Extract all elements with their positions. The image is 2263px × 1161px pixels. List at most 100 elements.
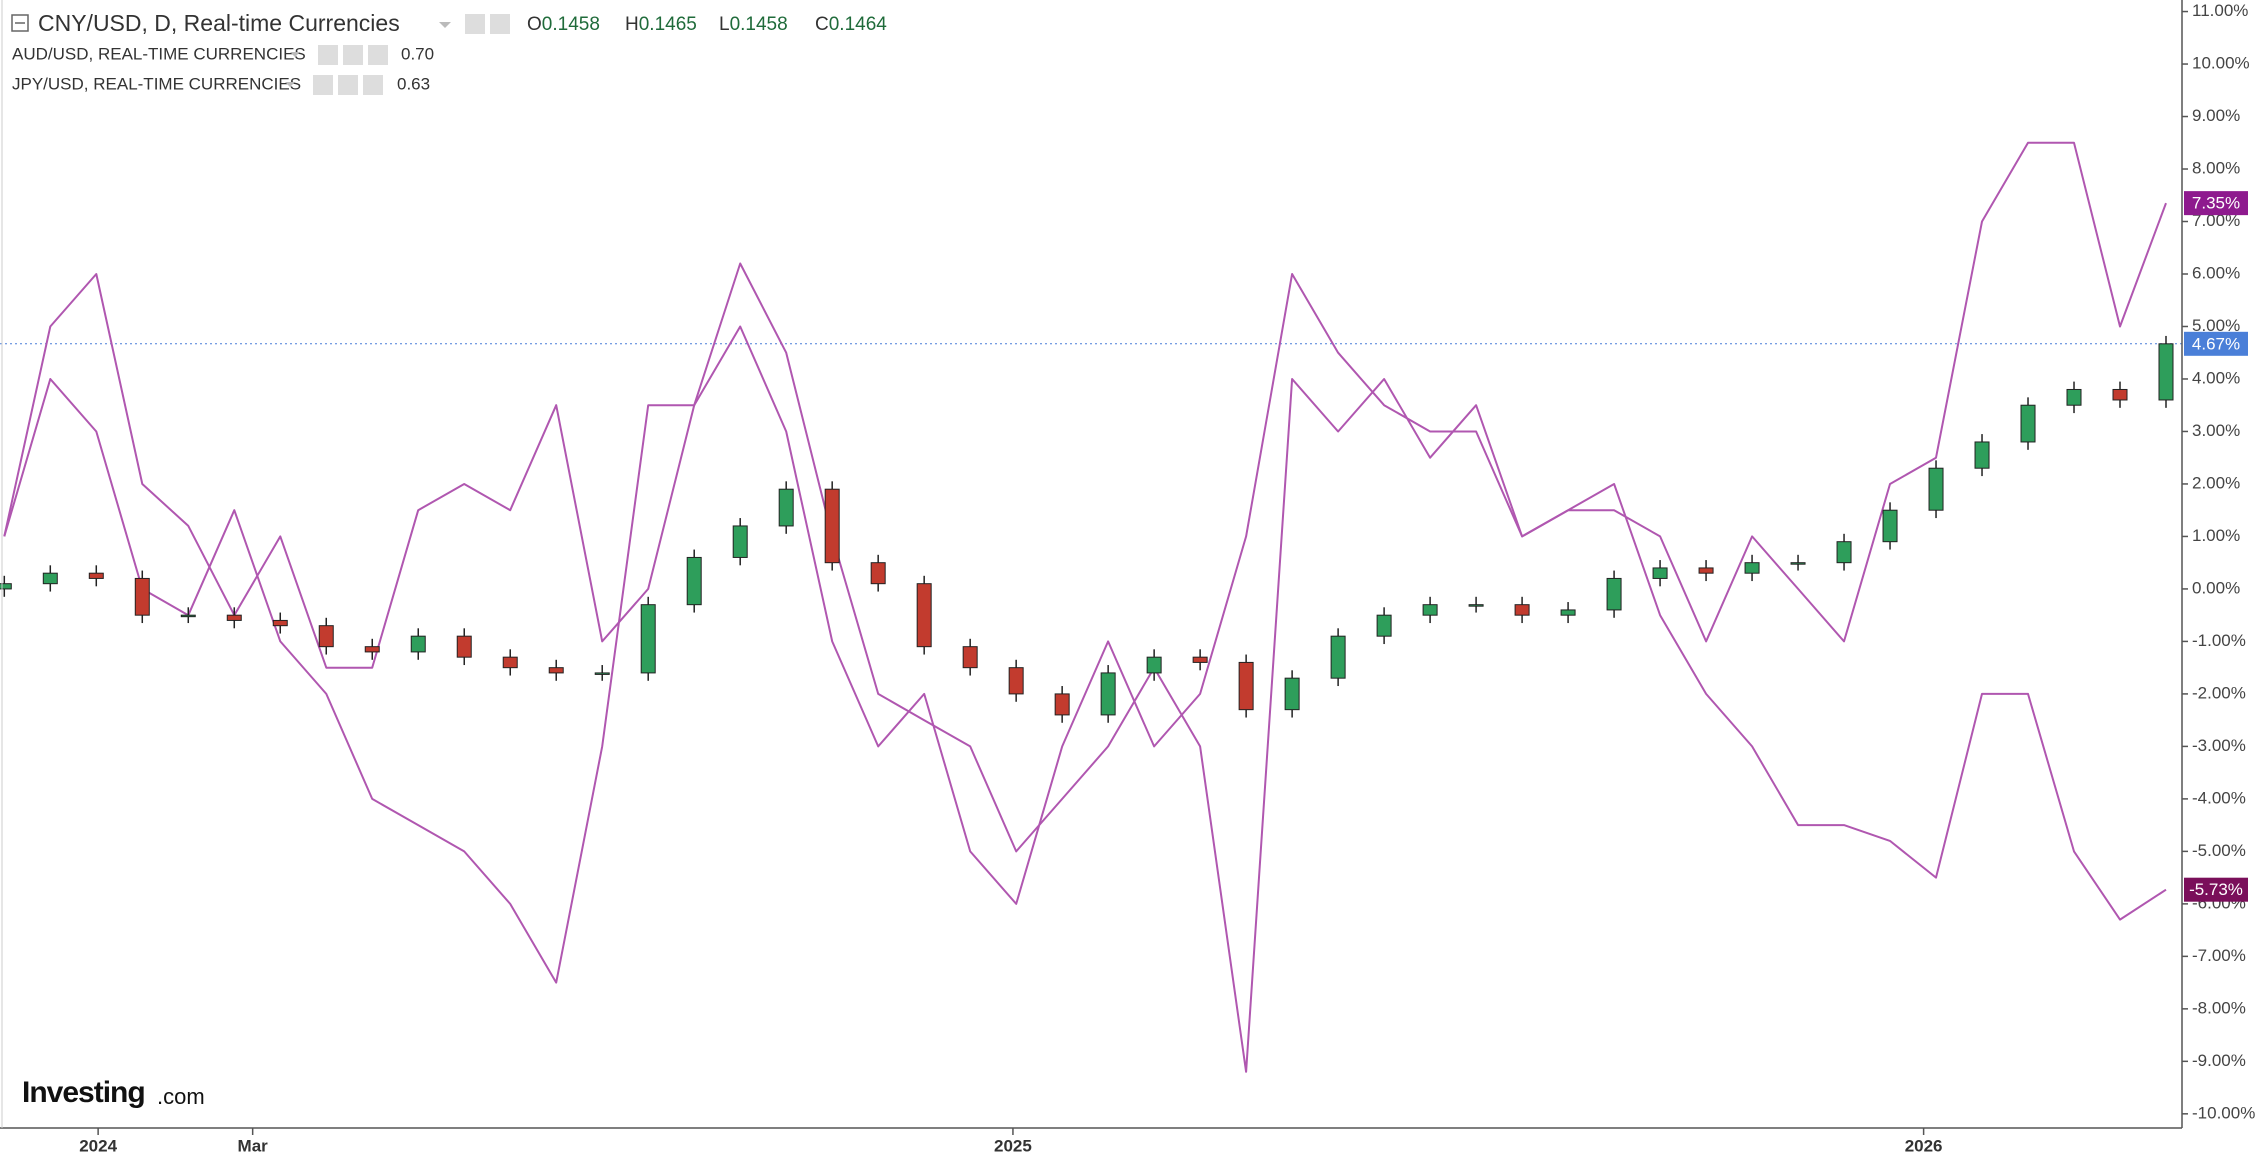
y-tick-label: -8.00% (2192, 998, 2246, 1017)
candle-body (548, 667, 564, 674)
header: CNY/USD, D, Real-time Currencies O0.1458… (11, 10, 888, 36)
y-tick-label: -3.00% (2192, 736, 2246, 755)
candle-body (2158, 343, 2174, 401)
candle-body (594, 672, 610, 675)
y-tick-label: 6.00% (2192, 263, 2240, 282)
legend-icon[interactable] (318, 45, 338, 65)
candle-body (410, 635, 426, 653)
collapse-icon[interactable] (11, 14, 29, 32)
legend-icon[interactable] (363, 75, 383, 95)
legend-label: JPY/USD, REAL-TIME CURRENCIES (12, 74, 301, 93)
candle-body (1560, 609, 1576, 616)
candle-body (42, 572, 58, 585)
ohlc-letter: L (719, 14, 730, 35)
y-tick-label: -5.00% (2192, 841, 2246, 860)
candle-body (364, 646, 380, 653)
y-tick-label: -7.00% (2192, 946, 2246, 965)
candle-body (2020, 404, 2036, 443)
x-tick-label: 2026 (1905, 1136, 1943, 1155)
ohlc-letter: C (815, 14, 829, 35)
last-value-badge (2184, 191, 2248, 216)
y-tick-label: -10.00% (2192, 1103, 2255, 1122)
y-tick-label: 9.00% (2192, 106, 2240, 125)
candle-body (318, 625, 334, 648)
y-tick-label: 1.00% (2192, 526, 2240, 545)
y-tick-label: 5.00% (2192, 316, 2240, 335)
candle-body (456, 635, 472, 658)
ohlc-value: 0.1464 (829, 14, 888, 35)
candle-body (1054, 693, 1070, 716)
y-tick-label: 2.00% (2192, 473, 2240, 492)
legend-icon[interactable] (338, 75, 358, 95)
y-tick-label: 10.00% (2192, 54, 2250, 73)
eye-icon[interactable] (465, 14, 485, 34)
candle-body (0, 583, 12, 590)
ohlc-letter: H (625, 14, 639, 35)
candle-body (1376, 614, 1392, 637)
candle-body (134, 577, 150, 616)
logo-main: Investing (22, 1076, 145, 1109)
candle-body (1836, 541, 1852, 564)
ohlc-item: O0.1458 (527, 14, 600, 35)
y-tick-label: 8.00% (2192, 159, 2240, 178)
candle-body (1698, 567, 1714, 574)
candle-body (1330, 635, 1346, 679)
candle-body (1238, 661, 1254, 711)
candle-body (1100, 672, 1116, 716)
y-tick-label: 11.00% (2192, 1, 2248, 20)
last-value-label: 7.35% (2192, 194, 2240, 213)
candle-body (686, 556, 702, 606)
y-tick-label: 7.00% (2192, 211, 2240, 230)
candle-body (962, 646, 978, 669)
chart-title: CNY/USD, D, Real-time Currencies (38, 10, 400, 36)
legend-caret[interactable] (290, 52, 300, 57)
ohlc-item: H0.1465 (625, 14, 697, 35)
candle-body (1928, 467, 1944, 511)
legend-label: AUD/USD, REAL-TIME CURRENCIES (12, 44, 306, 63)
candle-body (88, 572, 104, 579)
candle-body (640, 604, 656, 674)
ohlc-letter: O (527, 14, 542, 35)
candle-body (1882, 509, 1898, 543)
legend: AUD/USD, REAL-TIME CURRENCIES 0.70 JPY/USD… (12, 44, 434, 95)
last-value-badge (2184, 331, 2248, 356)
candle-body (272, 619, 288, 627)
candle-body (1422, 604, 1438, 616)
candle-body (1146, 656, 1162, 674)
watermark: Investing .com (22, 1076, 205, 1109)
last-value-badge (2184, 877, 2248, 902)
candle-body (916, 583, 932, 648)
axis-layer: 11.00% 10.00% 9.00% 8.00% 7.00% 6.00% 5.00% 4.0… (79, 1, 2255, 1155)
candle-body (1652, 567, 1668, 579)
dropdown-caret[interactable] (439, 22, 451, 28)
candle-body (226, 614, 242, 621)
ohlc-value: 0.1465 (639, 14, 697, 35)
last-value-label: 4.67% (2192, 334, 2240, 353)
y-tick-label: -1.00% (2192, 631, 2246, 650)
legend-value: 0.63 (397, 74, 430, 93)
candle-body (2066, 388, 2082, 406)
candle-body (824, 488, 840, 564)
candle-body (1514, 604, 1530, 616)
candle-body (2112, 388, 2128, 401)
x-tick-label: Mar (238, 1136, 269, 1155)
legend-caret[interactable] (285, 82, 295, 87)
y-tick-label: -9.00% (2192, 1051, 2246, 1070)
candle-body (1606, 577, 1622, 611)
candle-body (1192, 656, 1208, 663)
legend-icon[interactable] (343, 45, 363, 65)
y-tick-label: -4.00% (2192, 788, 2246, 807)
y-tick-label: -2.00% (2192, 683, 2246, 702)
candle-body (1744, 562, 1760, 574)
candle-body (180, 614, 196, 618)
logo-suffix: .com (157, 1084, 205, 1109)
legend-icon[interactable] (368, 45, 388, 65)
settings-icon[interactable] (490, 14, 510, 34)
comparison-line (3, 273, 2167, 984)
ohlc-value: 0.1458 (542, 14, 600, 35)
legend-icon[interactable] (313, 75, 333, 95)
last-value-label: -5.73% (2189, 880, 2243, 899)
candle-body (870, 562, 886, 585)
